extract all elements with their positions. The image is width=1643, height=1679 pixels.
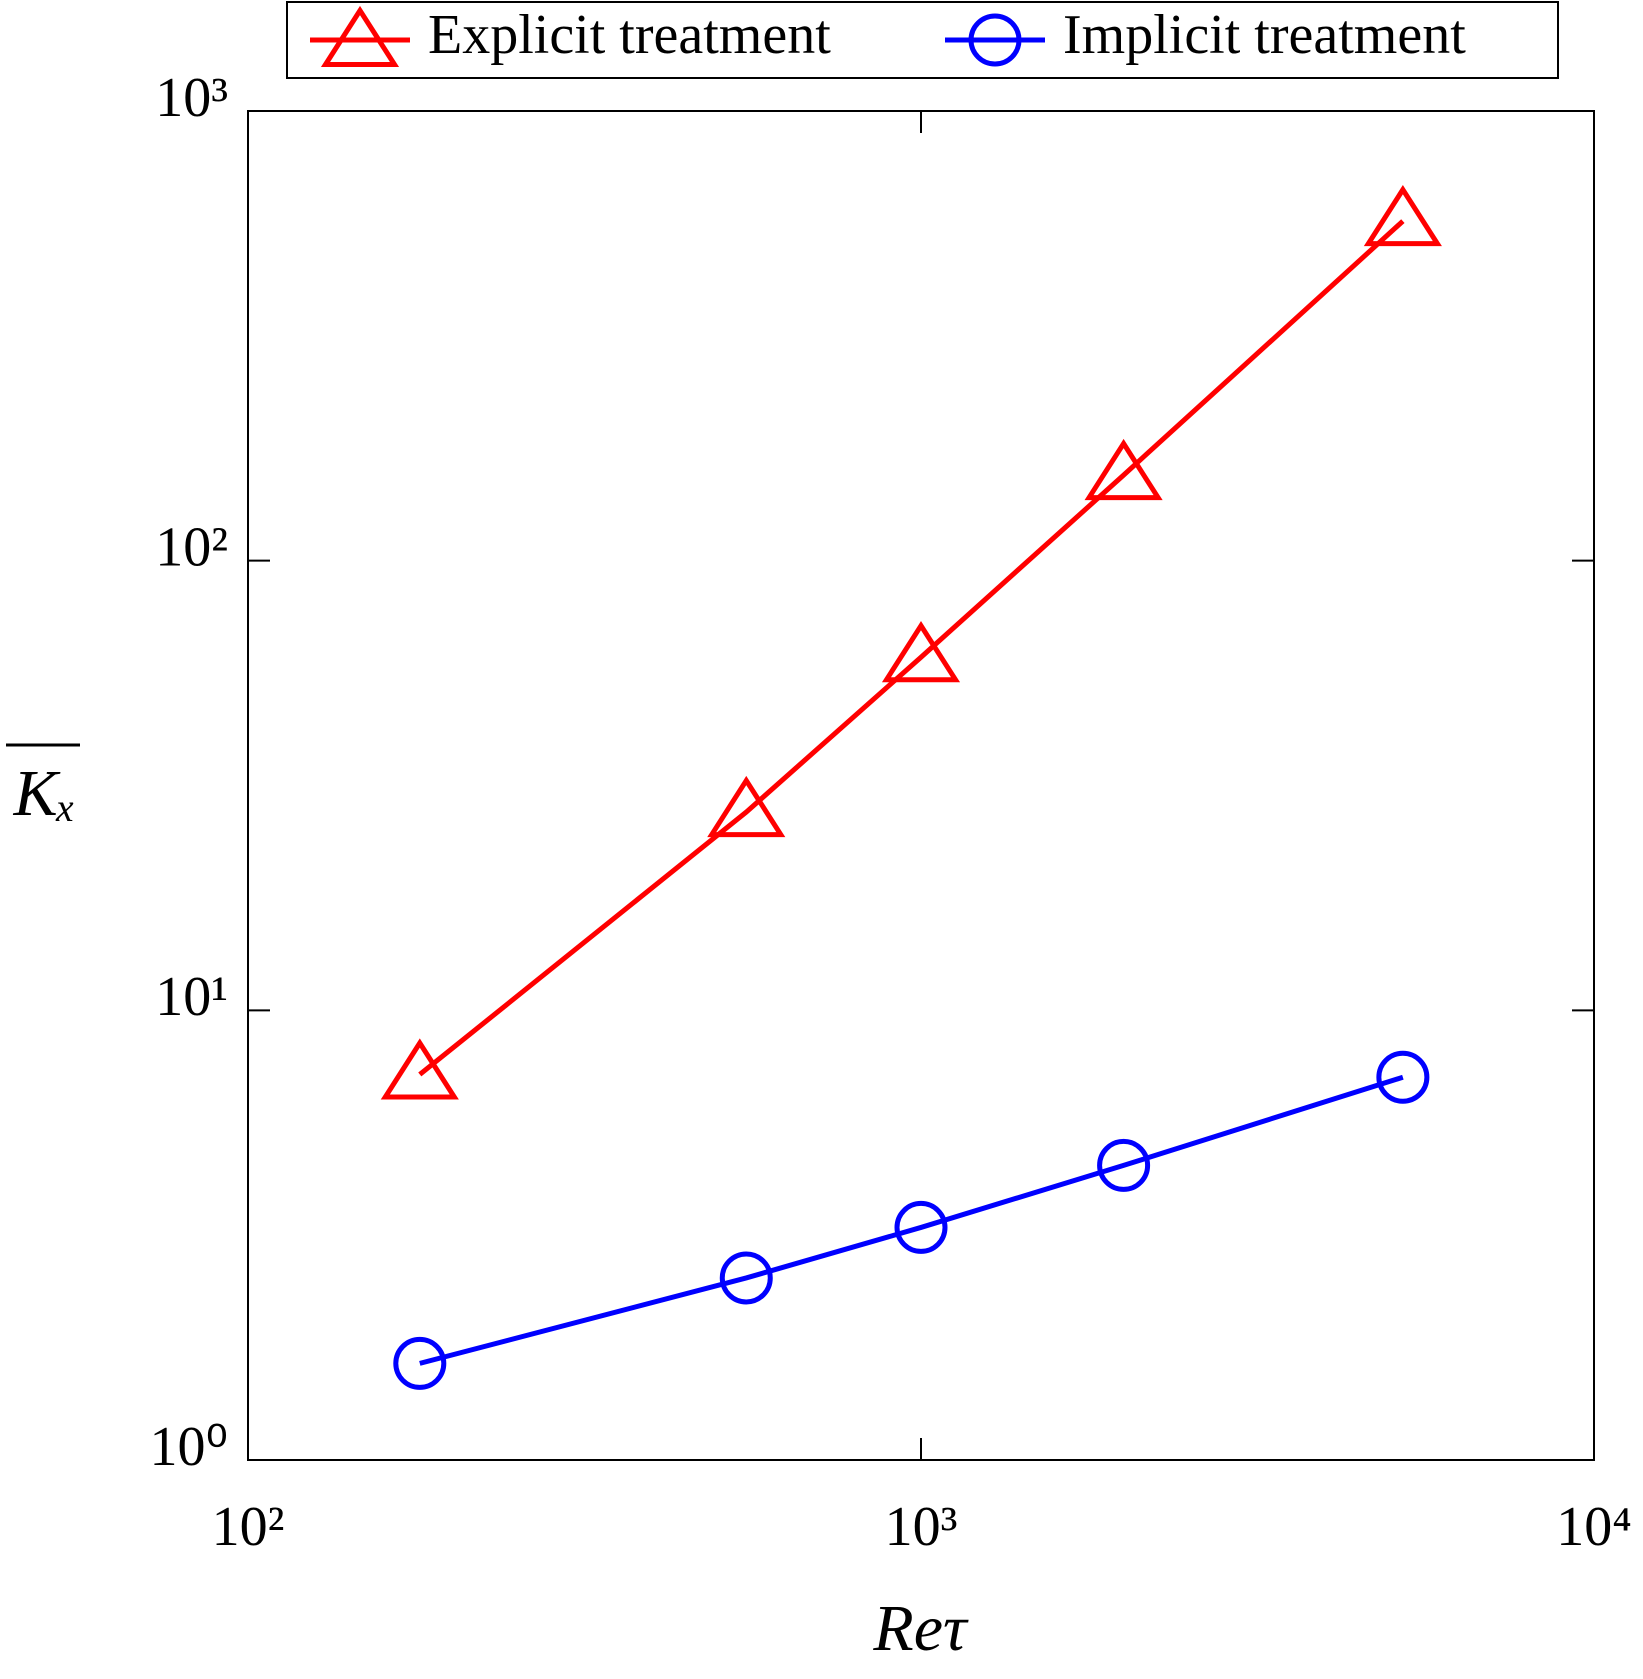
legend-label: Implicit treatment bbox=[1063, 4, 1466, 66]
marker bbox=[881, 621, 961, 683]
y-tick-label: 10² bbox=[155, 517, 228, 579]
series-line bbox=[418, 219, 1405, 1077]
legend-marker bbox=[968, 13, 1022, 67]
marker bbox=[894, 1200, 948, 1254]
y-tick-label: 10¹ bbox=[155, 966, 228, 1028]
legend-marker bbox=[320, 5, 400, 67]
marker bbox=[380, 1038, 459, 1100]
marker bbox=[393, 1336, 447, 1390]
marker bbox=[1363, 184, 1442, 247]
marker bbox=[1097, 1138, 1151, 1192]
plot-frame bbox=[247, 110, 1595, 1461]
marker bbox=[1084, 438, 1163, 501]
x-axis-label: Reτ bbox=[872, 1592, 969, 1665]
y-tick-label: 10⁰ bbox=[150, 1416, 228, 1478]
marker bbox=[719, 1251, 773, 1305]
y-tick-label: 10³ bbox=[155, 67, 228, 129]
x-tick-label: 10³ bbox=[885, 1496, 958, 1558]
legend-box bbox=[286, 1, 1559, 79]
marker bbox=[1376, 1050, 1430, 1104]
legend-label: Explicit treatment bbox=[428, 4, 831, 66]
y-axis-label-group: Kₓ bbox=[6, 743, 80, 830]
marker bbox=[707, 775, 786, 838]
x-tick-label: 10⁴ bbox=[1556, 1496, 1632, 1558]
series-line bbox=[419, 1074, 1404, 1366]
x-tick-label: 10² bbox=[212, 1496, 285, 1558]
y-axis-label: Kₓ bbox=[13, 757, 77, 830]
